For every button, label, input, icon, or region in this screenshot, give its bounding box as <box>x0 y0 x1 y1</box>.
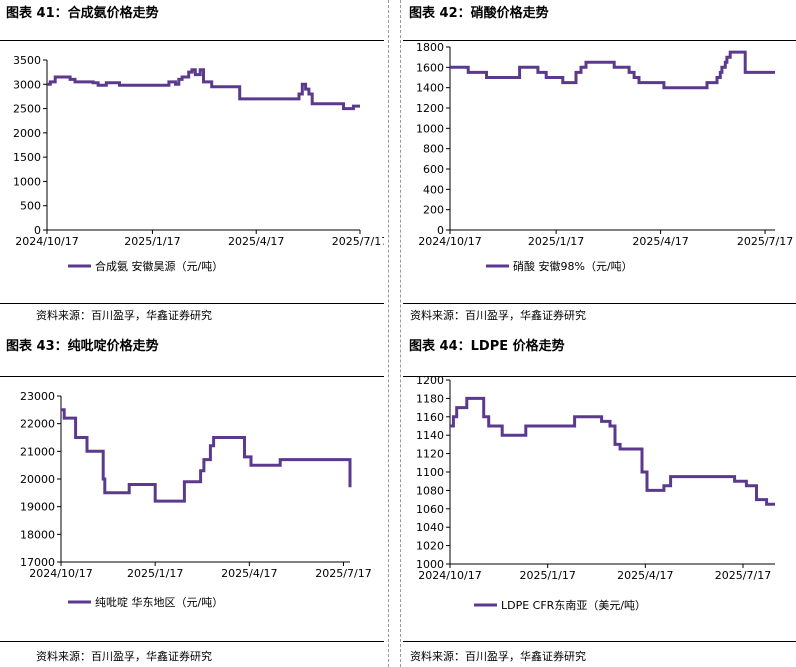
column-divider <box>388 0 389 667</box>
panel-43: 图表 43：纯吡啶价格走势 17000 18000 19000 20000 21000 2… <box>0 333 384 667</box>
y-tick-label: 1000 <box>416 122 444 135</box>
y-tick-label: 1200 <box>416 374 444 387</box>
y-tick-label: 1020 <box>416 540 444 553</box>
y-tick-label: 3500 <box>13 54 41 67</box>
y-tick-label: 1160 <box>416 411 444 424</box>
x-tick-label: 2024/10/17 <box>418 569 481 582</box>
title-rule <box>0 376 384 377</box>
y-tick-label: 1200 <box>416 102 444 115</box>
x-tick-label: 2025/4/17 <box>228 235 284 248</box>
chart-title: 图表 41：合成氨价格走势 <box>6 6 159 21</box>
source-rule <box>403 303 796 304</box>
x-tick-label: 2024/10/17 <box>15 235 78 248</box>
title-rule <box>0 40 384 41</box>
x-tick-label: 2025/4/17 <box>617 569 673 582</box>
y-tick-label: 21000 <box>20 445 55 458</box>
x-tick-label: 2025/7/17 <box>715 569 771 582</box>
source-rule <box>0 303 384 304</box>
source-note: 资料来源：百川盈孚，华鑫证券研究 <box>36 309 212 322</box>
y-tick-label: 200 <box>423 204 444 217</box>
legend-label: 硝酸 安徽98%（元/吨） <box>513 259 633 273</box>
panel-42: 图表 42：硝酸价格走势 0 200 400 600 800 1000 1200 1400 16… <box>403 0 796 330</box>
series-line <box>61 408 352 503</box>
chart-svg: 0 500 1000 1500 2000 2500 3000 3500 2024/10/17 20… <box>13 54 384 273</box>
y-tick-label: 1140 <box>416 429 444 442</box>
y-tick-label: 800 <box>423 143 444 156</box>
y-tick-label: 1800 <box>416 41 444 54</box>
panel-44: 图表 44：LDPE 价格走势 1000 1020 1040 1060 1080 1100… <box>403 333 796 667</box>
column-divider <box>400 0 401 667</box>
x-tick-label: 2025/1/17 <box>519 569 575 582</box>
y-tick-label: 20000 <box>20 473 55 486</box>
series-line <box>450 396 775 506</box>
y-tick-label: 1100 <box>416 466 444 479</box>
title-rule <box>403 376 796 377</box>
legend-label: LDPE CFR东南亚（美元/吨） <box>501 599 646 612</box>
y-tick-label: 400 <box>423 183 444 196</box>
y-tick-label: 23000 <box>20 390 55 403</box>
y-tick-label: 1500 <box>13 151 41 164</box>
x-tick-label: 2024/10/17 <box>29 567 92 580</box>
y-tick-label: 600 <box>423 163 444 176</box>
x-tick-label: 2025/7/17 <box>332 235 384 248</box>
x-tick-label: 2025/4/17 <box>632 235 688 248</box>
y-tick-label: 2500 <box>13 103 41 116</box>
chart-title: 图表 42：硝酸价格走势 <box>409 6 549 21</box>
y-tick-label: 1400 <box>416 82 444 95</box>
series-line <box>450 50 775 90</box>
y-tick-label: 1000 <box>13 175 41 188</box>
chart-svg: 0 200 400 600 800 1000 1200 1400 1600 1800 2024/10… <box>416 41 793 273</box>
title-rule <box>403 40 796 41</box>
series-line <box>47 68 360 111</box>
y-tick-label: 1000 <box>416 558 444 571</box>
y-tick-label: 1080 <box>416 484 444 497</box>
x-tick-label: 2025/7/17 <box>737 235 793 248</box>
chart-title: 图表 43：纯吡啶价格走势 <box>6 339 159 354</box>
y-tick-label: 22000 <box>20 418 55 431</box>
x-tick-label: 2025/7/17 <box>315 567 371 580</box>
source-note: 资料来源：百川盈孚，华鑫证券研究 <box>410 650 586 663</box>
y-tick-label: 1120 <box>416 448 444 461</box>
y-tick-label: 19000 <box>20 501 55 514</box>
y-tick-label: 3000 <box>13 78 41 91</box>
y-tick-label: 1180 <box>416 392 444 405</box>
source-rule <box>403 641 796 642</box>
chart-svg: 1000 1020 1040 1060 1080 1100 1120 1140 1160 1180… <box>416 374 775 612</box>
y-tick-label: 1600 <box>416 61 444 74</box>
y-tick-label: 0 <box>34 224 41 237</box>
y-tick-label: 1060 <box>416 503 444 516</box>
y-tick-label: 2000 <box>13 127 41 140</box>
x-tick-label: 2025/1/17 <box>127 567 183 580</box>
source-rule <box>0 641 384 642</box>
source-note: 资料来源：百川盈孚，华鑫证券研究 <box>36 650 212 663</box>
legend-label: 纯吡啶 华东地区（元/吨） <box>95 595 223 609</box>
y-tick-label: 0 <box>437 224 444 237</box>
y-tick-label: 17000 <box>20 556 55 569</box>
x-tick-label: 2025/4/17 <box>221 567 277 580</box>
legend-label: 合成氨 安徽昊源（元/吨） <box>95 259 223 273</box>
y-tick-label: 1040 <box>416 521 444 534</box>
y-tick-label: 18000 <box>20 528 55 541</box>
chart-title: 图表 44：LDPE 价格走势 <box>409 339 565 354</box>
y-tick-label: 500 <box>20 200 41 213</box>
source-note: 资料来源：百川盈孚，华鑫证券研究 <box>410 309 586 322</box>
chart-svg: 17000 18000 19000 20000 21000 22000 23000 2024/… <box>20 390 372 609</box>
x-tick-label: 2024/10/17 <box>418 235 481 248</box>
panel-41: 图表 41：合成氨价格走势 0 500 1000 1500 2000 2500 3000 35… <box>0 0 384 330</box>
x-tick-label: 2025/1/17 <box>528 235 584 248</box>
x-tick-label: 2025/1/17 <box>124 235 180 248</box>
